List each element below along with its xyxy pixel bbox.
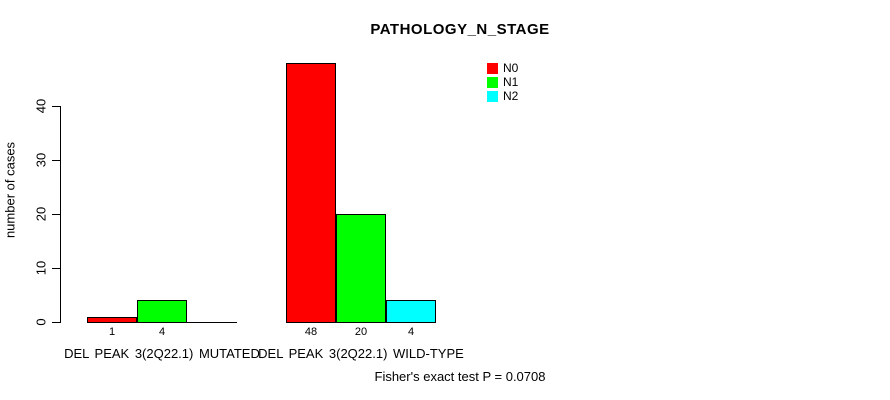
y-axis-tick-label: 0 bbox=[33, 318, 49, 326]
y-axis-tick-label: 40 bbox=[33, 98, 49, 114]
y-axis-tick-label: 20 bbox=[33, 206, 49, 222]
y-axis-tick bbox=[52, 322, 60, 323]
legend-row: N1 bbox=[487, 75, 519, 89]
bar-value-label: 48 bbox=[304, 326, 318, 338]
bar-n2-1 bbox=[386, 300, 436, 323]
bar-n1-1 bbox=[336, 214, 386, 323]
legend-swatch-n0 bbox=[487, 63, 498, 74]
y-axis-tick bbox=[52, 214, 60, 215]
bar-value-label: 4 bbox=[158, 326, 166, 338]
bar-n1-0 bbox=[137, 300, 187, 323]
y-axis-line bbox=[60, 106, 61, 323]
legend-row: N0 bbox=[487, 61, 519, 75]
legend-swatch-n2 bbox=[487, 91, 498, 102]
chart-title: PATHOLOGY_N_STAGE bbox=[370, 21, 550, 38]
legend-label: N1 bbox=[503, 75, 519, 89]
legend: N0 N1 N2 bbox=[487, 61, 519, 105]
legend-label: N2 bbox=[503, 89, 519, 103]
x-category-label: DEL PEAK 3(2Q22.1) MUTATED bbox=[64, 346, 260, 361]
x-category-label: DEL PEAK 3(2Q22.1) WILD-TYPE bbox=[258, 346, 464, 361]
bar-value-label: 4 bbox=[407, 326, 415, 338]
legend-swatch-n1 bbox=[487, 77, 498, 88]
y-axis-tick bbox=[52, 160, 60, 161]
y-axis-tick-label: 10 bbox=[33, 260, 49, 276]
y-axis-tick-label: 30 bbox=[33, 152, 49, 168]
bar-n0-0 bbox=[87, 317, 137, 323]
bar-value-label: 1 bbox=[108, 326, 116, 338]
legend-row: N2 bbox=[487, 89, 519, 103]
legend-label: N0 bbox=[503, 61, 519, 75]
y-axis-tick bbox=[52, 106, 60, 107]
annotation-text: Fisher's exact test P = 0.0708 bbox=[374, 369, 546, 384]
bar-n0-1 bbox=[286, 63, 336, 323]
bar-value-label: 20 bbox=[354, 326, 368, 338]
y-axis-tick bbox=[52, 268, 60, 269]
y-axis-label: number of cases bbox=[2, 141, 18, 239]
